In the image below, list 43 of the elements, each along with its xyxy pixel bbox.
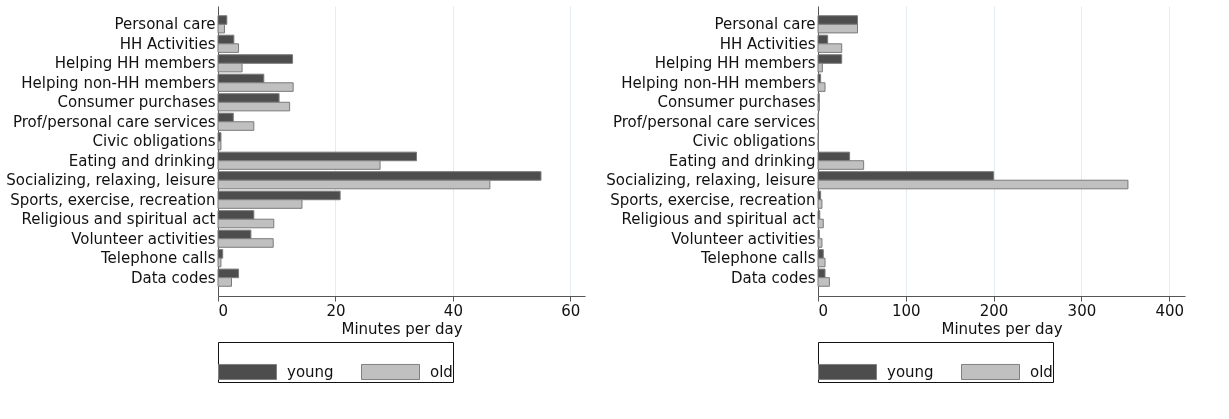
y-tick-label: Sports, exercise, recreation [10, 190, 216, 209]
x-tick-label: 300 [1067, 301, 1097, 320]
y-tick-label: Socializing, relaxing, leisure [6, 171, 216, 190]
x-tick-label: 60 [561, 301, 581, 320]
y-tick-label: Data codes [130, 268, 216, 287]
y-tick-label: Helping HH members [54, 54, 216, 73]
x-tick-label: 20 [326, 301, 346, 320]
legend-label: old [1030, 362, 1053, 381]
y-tick-label: Prof/personal care services [613, 112, 816, 131]
x-tick-label: 200 [979, 301, 1009, 320]
y-tick-label: Socializing, relaxing, leisure [606, 171, 816, 190]
y-tick-label: Civic obligations [692, 132, 816, 151]
y-tick-label: Civic obligations [92, 132, 216, 151]
x-tick-label: 400 [1155, 301, 1185, 320]
y-tick-label: Volunteer activities [671, 229, 816, 248]
y-tick-label: HH Activities [719, 34, 816, 53]
y-tick-label: Eating and drinking [68, 151, 216, 170]
legend-label: young [887, 362, 934, 381]
y-tick-label: Volunteer activities [71, 229, 216, 248]
legend-label: old [430, 362, 453, 381]
x-axis-title: Minutes per day [341, 319, 463, 338]
y-tick-label: Helping non-HH members [21, 73, 216, 92]
y-tick-label: Personal care [714, 15, 816, 34]
legend-label: young [287, 362, 334, 381]
y-tick-label: Helping non-HH members [621, 73, 816, 92]
y-tick-label: Prof/personal care services [13, 112, 216, 131]
x-tick-label: 0 [818, 301, 829, 320]
y-tick-label: HH Activities [119, 34, 216, 53]
y-tick-label: Consumer purchases [657, 93, 816, 112]
y-tick-label: Data codes [730, 268, 816, 287]
x-tick-label: 100 [891, 301, 921, 320]
y-tick-label: Sports, exercise, recreation [610, 190, 816, 209]
y-tick-label: Religious and spiritual act [21, 210, 216, 229]
x-tick-label: 0 [218, 301, 229, 320]
x-axis-title: Minutes per day [941, 319, 1063, 338]
y-tick-label: Helping HH members [654, 54, 816, 73]
y-tick-label: Religious and spiritual act [621, 210, 816, 229]
y-tick-label: Telephone calls [99, 249, 216, 268]
y-tick-label: Personal care [114, 15, 216, 34]
y-tick-label: Consumer purchases [57, 93, 216, 112]
y-tick-label: Telephone calls [699, 249, 816, 268]
x-tick-label: 40 [443, 301, 463, 320]
y-tick-label: Eating and drinking [668, 151, 816, 170]
